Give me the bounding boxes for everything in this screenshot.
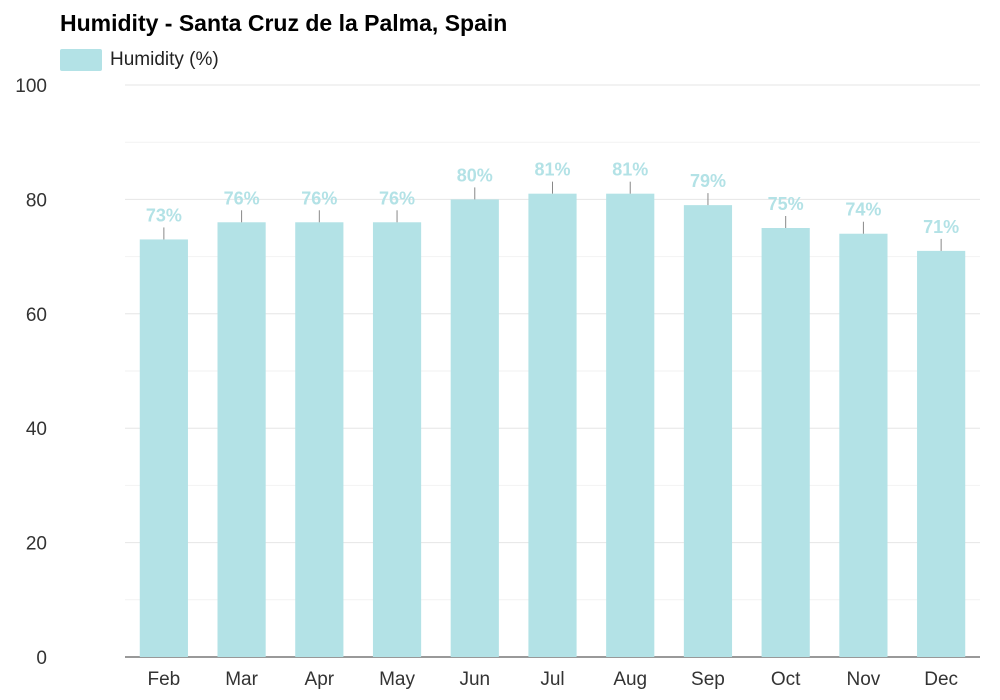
x-axis-ticks: Feb Mar Apr May Jun Jul Aug Sep Oct Nov Dec bbox=[147, 669, 958, 690]
x-tick-label: Feb bbox=[147, 669, 180, 690]
legend-label: Humidity (%) bbox=[110, 49, 219, 70]
data-label: 76% bbox=[224, 188, 260, 208]
x-tick-label: May bbox=[379, 669, 415, 690]
bar bbox=[139, 239, 188, 657]
y-tick-label: 20 bbox=[26, 534, 47, 555]
x-tick-label: Apr bbox=[305, 669, 335, 690]
y-axis-ticks: 0 20 40 60 80 100 bbox=[15, 76, 47, 669]
x-tick-label: Aug bbox=[613, 669, 647, 690]
bar bbox=[761, 228, 810, 657]
bar bbox=[917, 250, 966, 657]
bar bbox=[372, 222, 422, 657]
x-tick-label: Dec bbox=[924, 669, 958, 690]
data-label: 74% bbox=[845, 200, 881, 220]
data-label: 75% bbox=[768, 194, 804, 214]
data-label: 73% bbox=[146, 205, 182, 225]
data-label: 79% bbox=[690, 171, 726, 191]
chart-title: Humidity - Santa Cruz de la Palma, Spain bbox=[60, 10, 508, 36]
x-tick-label: Nov bbox=[847, 669, 881, 690]
x-tick-label: Jun bbox=[459, 669, 490, 690]
data-label: 76% bbox=[301, 188, 337, 208]
bar bbox=[450, 199, 499, 657]
bar bbox=[606, 193, 655, 657]
y-tick-label: 60 bbox=[26, 305, 47, 326]
bar bbox=[839, 233, 888, 657]
bar bbox=[528, 193, 577, 657]
x-tick-label: Jul bbox=[540, 669, 564, 690]
legend-swatch bbox=[60, 49, 102, 71]
bar bbox=[683, 205, 733, 657]
data-label: 71% bbox=[923, 217, 959, 237]
x-tick-label: Oct bbox=[771, 669, 801, 690]
y-tick-label: 0 bbox=[36, 648, 47, 669]
bar bbox=[217, 222, 266, 657]
y-tick-label: 80 bbox=[26, 190, 47, 211]
bars: 73% 76% 76% 76% 80% 81% 81% 79% 75% 74% 71% bbox=[139, 160, 966, 657]
data-label: 81% bbox=[534, 160, 570, 180]
legend[interactable]: Humidity (%) bbox=[60, 48, 219, 72]
data-label: 76% bbox=[379, 188, 415, 208]
y-tick-label: 40 bbox=[26, 419, 47, 440]
bar bbox=[295, 222, 344, 657]
y-tick-label: 100 bbox=[15, 76, 47, 97]
data-label: 80% bbox=[457, 165, 493, 185]
x-tick-label: Sep bbox=[691, 669, 725, 690]
x-tick-label: Mar bbox=[225, 669, 258, 690]
data-label: 81% bbox=[612, 160, 648, 180]
